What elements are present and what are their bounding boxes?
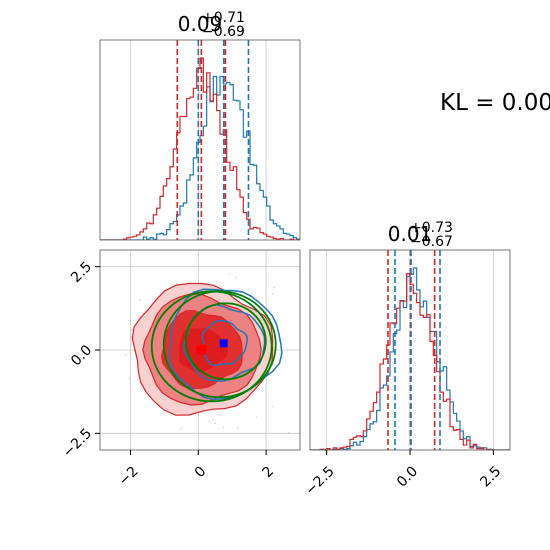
histogram-blue: [100, 75, 300, 240]
tick-label: −2.5: [302, 463, 337, 498]
marginal-title-param-2: 0.01: [388, 222, 433, 246]
marginal-title-param-1-upper: +0.71: [202, 10, 245, 26]
sample-point: [214, 422, 217, 424]
marginal-title-param-2-lower: −0.67: [410, 234, 453, 250]
marker-red: [196, 344, 207, 355]
marginal-title-param-2-upper: +0.73: [410, 220, 453, 236]
sample-point: [208, 420, 211, 423]
sample-point: [222, 426, 225, 429]
sample-point: [272, 286, 275, 289]
sample-point: [139, 299, 141, 301]
histogram-red: [100, 57, 300, 240]
sample-point: [287, 432, 290, 434]
tick-label: 0.0: [68, 342, 95, 369]
sample-point: [124, 354, 127, 356]
histogram-red: [310, 273, 510, 450]
tick-label: −2: [116, 463, 142, 489]
sample-point: [237, 427, 239, 430]
joint-panel: −2 0 2 2.5 0.0 −2.5: [60, 249, 301, 489]
blue-contour-mid: [183, 303, 266, 382]
green-ellipse-inner: [184, 302, 267, 381]
tick-label: 0: [192, 463, 210, 481]
density-contour-outer: [131, 282, 274, 416]
sample-point: [130, 335, 132, 338]
marginal-panel-param-2: −2.5 0.0 2.5 0.01 +0.73 −0.67: [302, 220, 511, 499]
sample-point: [212, 418, 214, 421]
sample-point: [272, 405, 274, 408]
tick-label: 2: [260, 463, 278, 481]
sample-point: [255, 416, 258, 419]
sample-point: [279, 353, 282, 355]
sample-point: [235, 277, 238, 279]
sample-point: [228, 273, 231, 275]
sample-point: [180, 427, 182, 430]
kl-label: KL = 0.00: [440, 90, 550, 116]
sample-point: [130, 329, 133, 331]
sample-point: [282, 356, 285, 359]
tick-label: 2.5: [68, 259, 95, 286]
marker-blue: [219, 339, 228, 348]
sample-point: [219, 413, 221, 416]
tick-label: 0.0: [394, 463, 421, 490]
marginal-title-param-1-lower: −0.69: [202, 24, 245, 40]
tick-label: 2.5: [477, 463, 504, 490]
green-ellipse-outer: [150, 290, 273, 403]
marginal-panel-param-1: 0.09 +0.71 −0.69: [99, 10, 301, 241]
sample-point: [128, 376, 131, 379]
marginal-title-param-1: 0.09: [178, 12, 223, 36]
tick-label: −2.5: [60, 426, 95, 461]
blue-contour-inner: [201, 319, 249, 367]
sample-point: [271, 293, 274, 295]
